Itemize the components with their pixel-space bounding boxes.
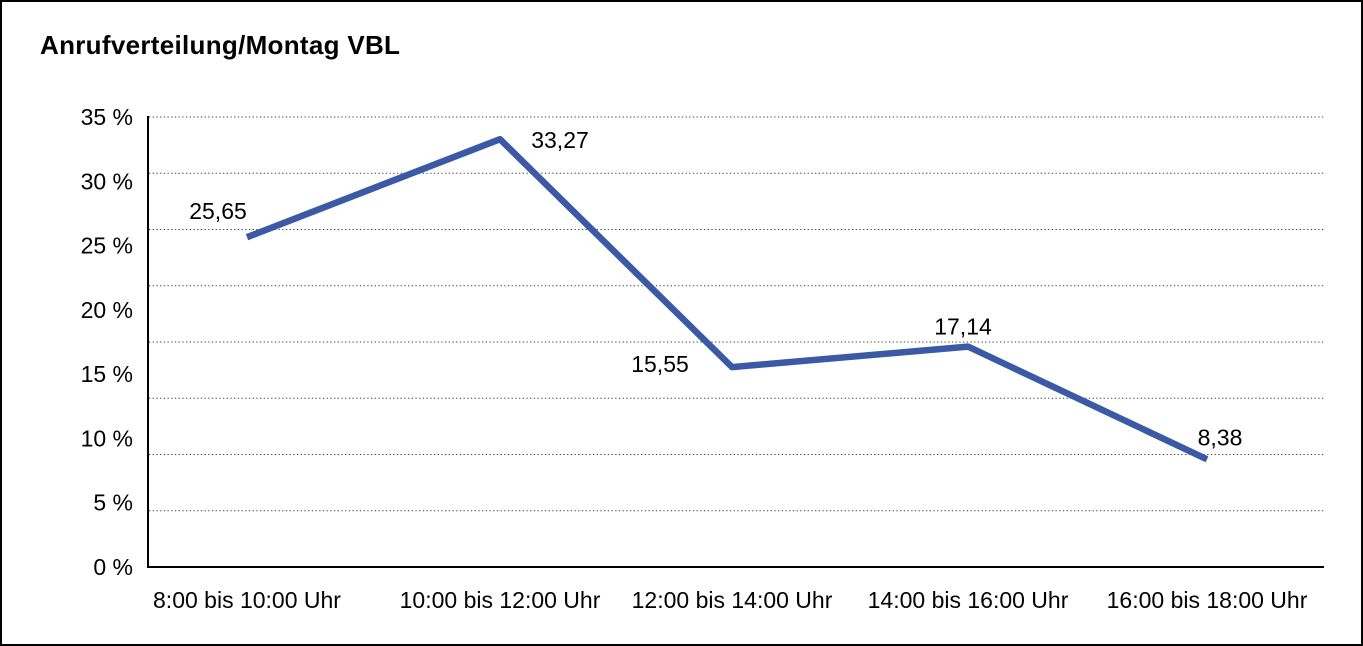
y-tick-label: 25 % [81,233,133,259]
x-tick-label: 10:00 bis 12:00 Uhr [400,587,601,613]
axes [147,116,1324,568]
data-labels: 25,65 33,27 15,55 17,14 8,38 [189,127,1242,450]
data-label: 17,14 [934,314,992,340]
data-label: 25,65 [189,198,247,224]
y-axis-labels: 0 % 5 % 10 % 15 % 20 % 25 % 30 % 35 % [81,104,133,580]
y-tick-label: 15 % [81,361,133,387]
x-tick-label: 12:00 bis 14:00 Uhr [632,587,833,613]
y-tick-label: 0 % [93,554,133,580]
y-tick-label: 30 % [81,168,133,194]
chart-title: Anrufverteilung/Montag VBL [40,30,401,60]
y-tick-label: 10 % [81,425,133,451]
series-line [245,135,1209,463]
gridlines [149,116,1324,512]
y-tick-label: 35 % [81,104,133,130]
series [245,135,1209,463]
y-tick-label: 5 % [93,490,133,516]
x-axis-labels: 8:00 bis 10:00 Uhr 10:00 bis 12:00 Uhr 12:… [153,587,1308,613]
data-label: 33,27 [531,127,589,153]
x-tick-label: 16:00 bis 18:00 Uhr [1107,587,1308,613]
data-label: 15,55 [631,351,689,377]
data-label: 8,38 [1198,424,1243,450]
x-tick-label: 14:00 bis 16:00 Uhr [868,587,1069,613]
x-tick-label: 8:00 bis 10:00 Uhr [153,587,341,613]
y-tick-label: 20 % [81,297,133,323]
